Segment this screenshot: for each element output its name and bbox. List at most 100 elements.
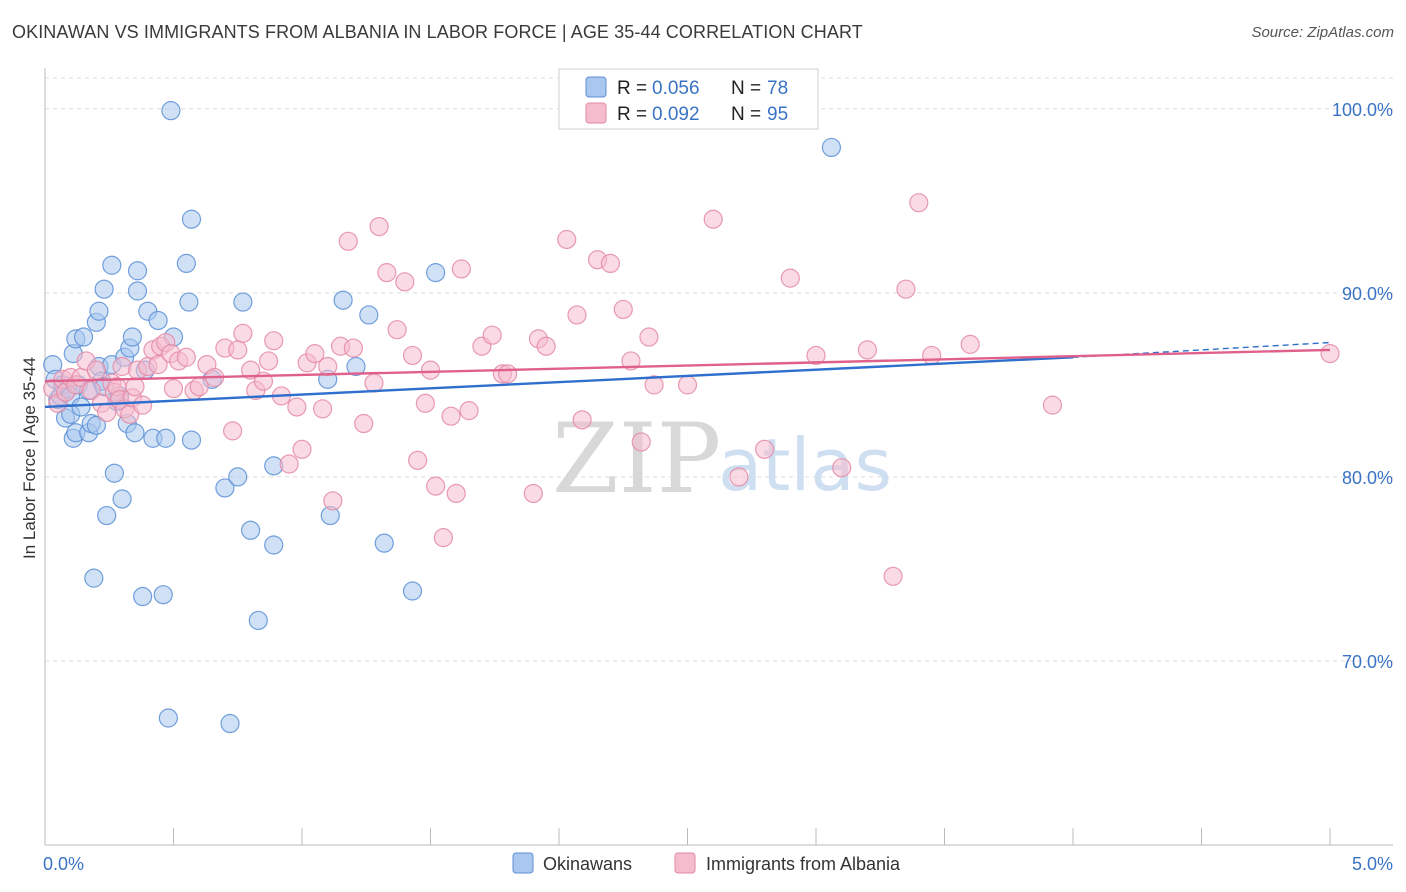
data-point: [426, 476, 446, 496]
data-point: [125, 423, 145, 443]
x-tick-label-max: 5.0%: [1352, 854, 1393, 874]
data-point: [621, 351, 641, 371]
data-point: [857, 340, 878, 360]
data-point: [94, 279, 114, 299]
data-point: [161, 101, 181, 121]
data-point: [433, 528, 453, 548]
data-point: [909, 193, 929, 213]
x-tick-label-min: 0.0%: [43, 854, 84, 874]
bottom-legend-swatch-albania: [674, 852, 696, 874]
data-point: [498, 364, 518, 384]
data-point: [318, 356, 338, 377]
data-point: [960, 334, 980, 354]
data-point: [97, 505, 117, 526]
data-point: [264, 535, 284, 555]
data-point: [127, 261, 148, 281]
data-point: [346, 356, 366, 377]
data-point: [287, 397, 307, 417]
data-point: [703, 209, 723, 229]
legend-r-label-1: R =: [617, 78, 647, 99]
data-point: [258, 351, 279, 371]
data-point: [228, 340, 248, 360]
data-point: [233, 323, 253, 343]
data-point: [163, 378, 184, 399]
data-point: [279, 454, 299, 474]
data-point: [102, 255, 122, 275]
data-point: [215, 478, 235, 498]
y-tick-label-80: 80.0%: [1342, 468, 1393, 488]
data-point: [754, 439, 775, 459]
data-point: [446, 483, 466, 504]
bottom-legend: Okinawans Immigrants from Albania: [512, 852, 901, 874]
data-point: [176, 253, 196, 274]
data-point: [644, 375, 664, 395]
data-point: [369, 217, 389, 237]
data-point: [220, 713, 240, 734]
bottom-legend-albania: Immigrants from Albania: [706, 854, 901, 874]
chart-source: Source: ZipAtlas.com: [1251, 24, 1394, 41]
data-point: [333, 290, 353, 310]
y-tick-label-100: 100.0%: [1332, 100, 1393, 120]
data-point: [153, 585, 173, 605]
data-point: [241, 360, 261, 380]
data-point: [248, 610, 268, 631]
data-point: [241, 520, 261, 540]
data-point: [600, 253, 621, 274]
data-point: [832, 458, 852, 478]
legend-swatch-pink: [585, 102, 607, 124]
data-point: [613, 299, 633, 320]
data-point: [112, 489, 132, 509]
trend-lines: [44, 341, 1331, 409]
data-point: [148, 310, 168, 331]
data-point: [729, 467, 749, 487]
data-point: [223, 421, 243, 441]
data-point: [821, 137, 842, 158]
data-point: [1042, 395, 1063, 415]
data-point: [780, 268, 800, 288]
data-point: [402, 345, 423, 366]
legend-r-value-1: 0.056: [652, 78, 700, 99]
data-point: [338, 231, 358, 251]
data-point: [264, 331, 284, 351]
data-point: [179, 292, 199, 312]
data-point: [84, 568, 104, 588]
data-point: [73, 327, 94, 347]
data-point: [482, 325, 502, 345]
data-point: [89, 301, 109, 321]
data-point: [158, 708, 178, 728]
data-point: [806, 345, 826, 366]
data-point: [312, 399, 333, 419]
data-point: [125, 377, 145, 397]
data-point: [127, 281, 148, 301]
y-axis-label: In Labor Force | Age 35-44: [20, 357, 39, 559]
data-point: [402, 581, 423, 601]
data-point: [408, 450, 428, 470]
data-point: [305, 343, 325, 364]
data-point: [354, 413, 374, 434]
data-point: [364, 373, 384, 393]
watermark-atlas: atlas: [718, 423, 892, 507]
legend-n-value-2: 95: [767, 104, 788, 125]
legend-n-label-1: N =: [731, 78, 761, 99]
trend-line-albania: [44, 348, 1331, 383]
legend-n-label-2: N =: [731, 104, 761, 125]
data-point: [181, 430, 202, 450]
data-point: [883, 566, 903, 586]
data-point: [359, 305, 379, 325]
data-point: [86, 415, 107, 435]
data-point: [233, 292, 253, 312]
data-point: [536, 336, 556, 356]
data-point: [148, 355, 168, 375]
data-point: [567, 305, 587, 325]
y-tick-label-90: 90.0%: [1342, 284, 1393, 304]
data-point: [377, 263, 397, 283]
data-point: [292, 439, 312, 459]
data-point: [395, 272, 415, 292]
data-point: [323, 491, 343, 511]
data-point: [523, 483, 543, 504]
data-point: [104, 463, 124, 483]
legend-r-label-2: R =: [617, 104, 647, 125]
axes: 70.0% 80.0% 90.0% 100.0% 0.0% 5.0% In Labor Fo…: [20, 68, 1393, 874]
data-point: [228, 467, 248, 487]
